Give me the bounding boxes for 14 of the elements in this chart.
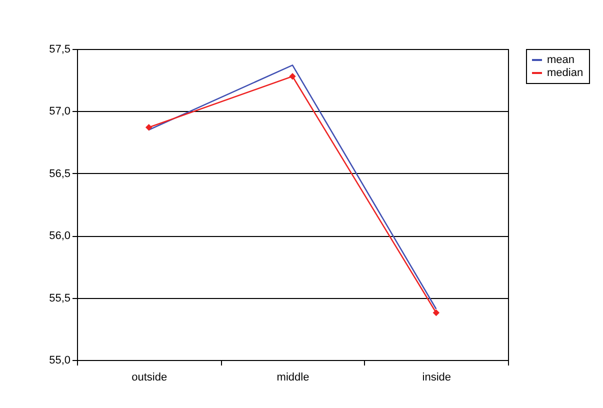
x-tick-label: inside [422, 372, 452, 384]
point [289, 73, 296, 80]
legend-label: mean [547, 54, 575, 66]
y-tick-label: 56,0 [49, 230, 70, 242]
y-tick-label: 55,0 [49, 354, 70, 366]
y-tick-label: 57,0 [49, 106, 70, 118]
y-tick-label: 57,5 [49, 44, 70, 56]
y-tick-label: 55,5 [49, 292, 70, 304]
legend-label: median [547, 67, 584, 79]
point [145, 124, 152, 131]
point [432, 309, 440, 316]
x-tick-label: middle [276, 372, 310, 384]
x-tick-label: outside [132, 372, 168, 384]
y-tick-label: 56,5 [49, 168, 70, 180]
